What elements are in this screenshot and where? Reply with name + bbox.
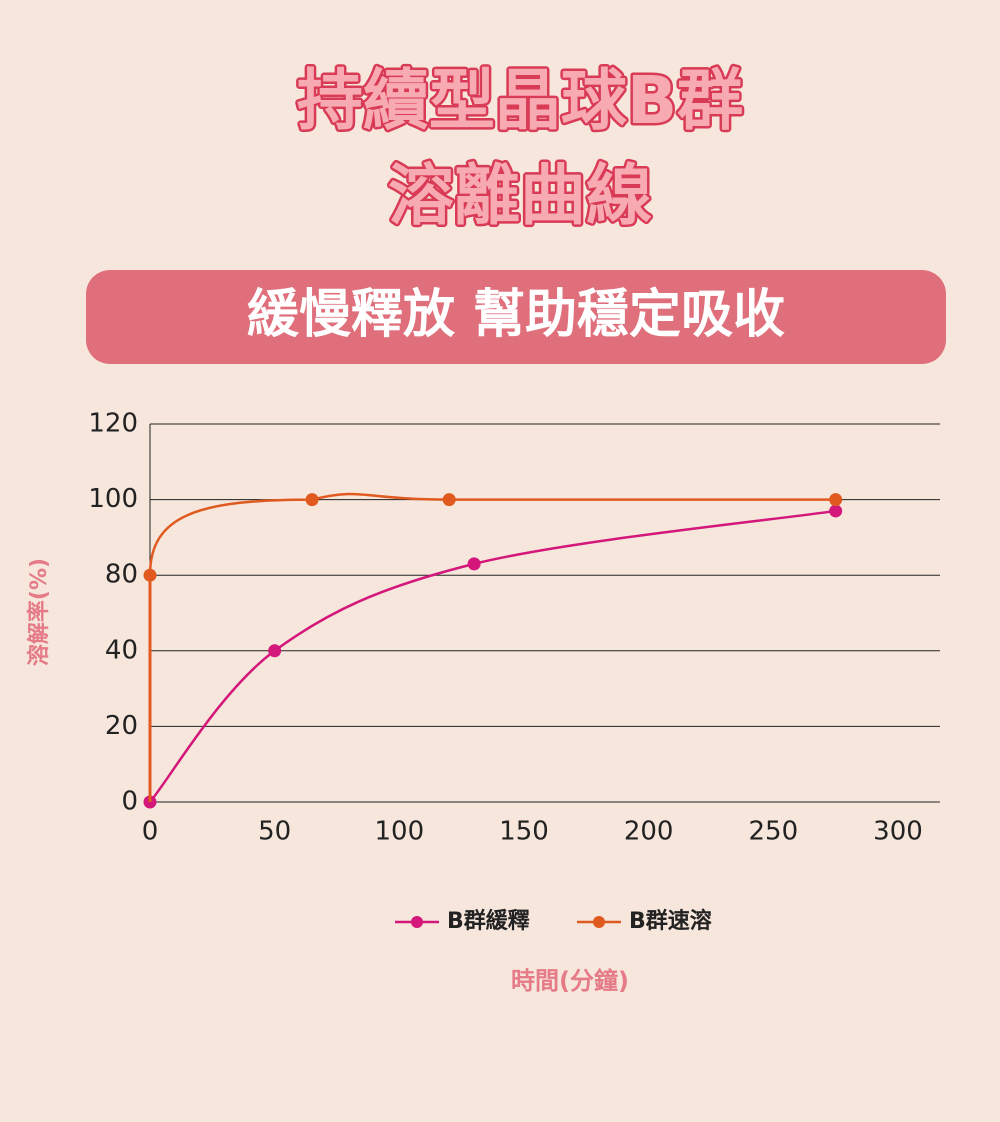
- banner: 緩慢釋放 幫助穩定吸收: [247, 285, 785, 345]
- data-point: [467, 557, 481, 571]
- data-point: [442, 493, 456, 507]
- x-tick-label: 100: [375, 817, 425, 847]
- legend-dot: [411, 916, 423, 928]
- y-axis-label: 溶解率(%): [26, 558, 52, 666]
- data-point: [268, 644, 282, 658]
- y-tick-label: 100: [88, 484, 138, 514]
- title: 溶離曲線: [388, 157, 652, 234]
- y-tick-label: 80: [105, 560, 138, 590]
- title: 持續型晶球B群: [297, 62, 743, 139]
- y-tick-label: 20: [105, 711, 138, 741]
- data-point: [829, 493, 843, 507]
- legend-label: B群速溶: [629, 908, 712, 934]
- x-tick-label: 150: [499, 817, 549, 847]
- x-tick-label: 200: [624, 817, 674, 847]
- y-tick-label: 120: [88, 409, 138, 439]
- series-line: [149, 509, 836, 803]
- x-tick-label: 50: [258, 817, 291, 847]
- x-tick-label: 250: [749, 817, 799, 847]
- legend-dot: [593, 916, 605, 928]
- y-tick-label: 0: [121, 787, 138, 817]
- y-tick-label: 40: [105, 635, 138, 665]
- x-axis-label: 時間(分鐘): [511, 967, 629, 995]
- data-point: [829, 504, 843, 518]
- x-tick-label: 300: [873, 817, 923, 847]
- data-point: [143, 568, 157, 582]
- series-line: [148, 492, 836, 576]
- x-tick-label: 0: [142, 817, 159, 847]
- data-point: [305, 493, 319, 507]
- legend-label: B群緩釋: [447, 908, 530, 934]
- banner-bg: [86, 270, 946, 364]
